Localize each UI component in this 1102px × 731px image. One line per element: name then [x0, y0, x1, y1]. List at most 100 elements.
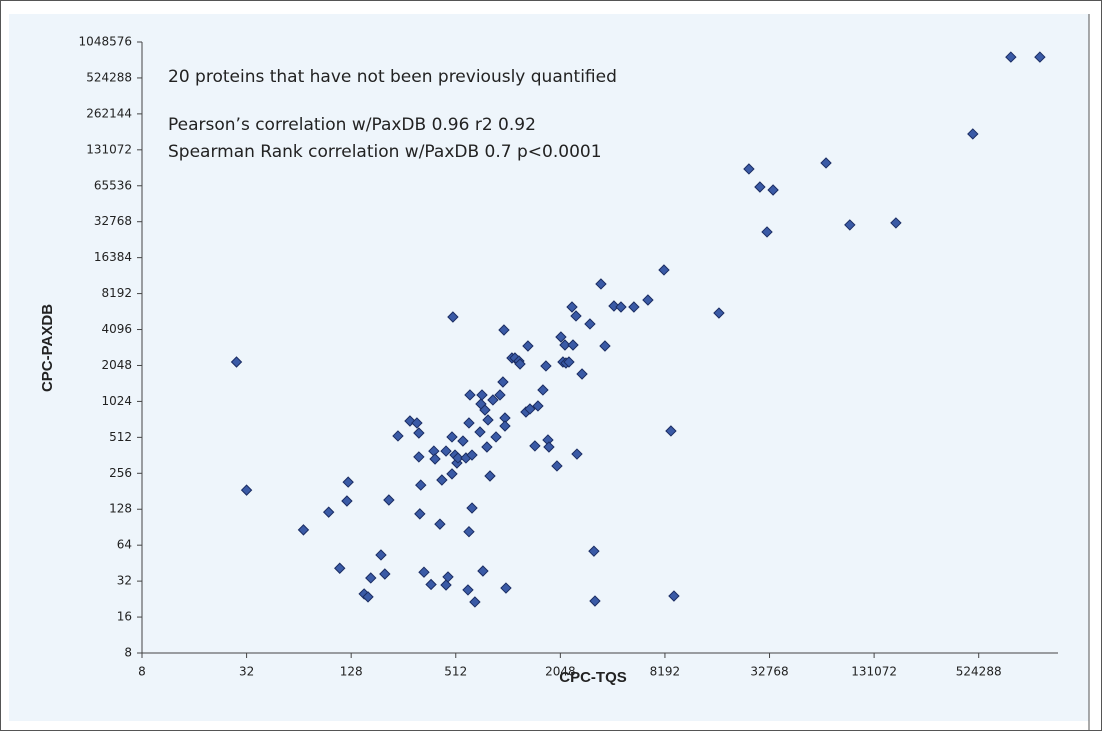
x-tick-label: 524288	[956, 665, 1002, 679]
point	[414, 508, 426, 520]
point	[462, 584, 474, 596]
point	[890, 217, 902, 229]
point	[615, 301, 627, 313]
y-tick-label: 65536	[94, 178, 132, 192]
point	[440, 579, 452, 591]
y-tick-label: 16	[117, 610, 132, 624]
point	[479, 404, 491, 416]
point	[463, 417, 475, 429]
point	[532, 400, 544, 412]
point	[463, 525, 475, 538]
point	[375, 549, 387, 561]
y-tick-label: 524288	[86, 70, 132, 84]
point	[754, 181, 766, 193]
point	[522, 340, 534, 352]
point	[490, 431, 502, 443]
point	[658, 264, 670, 276]
point	[713, 307, 725, 319]
point	[551, 460, 563, 472]
x-axis-label: CPC-TQS	[559, 669, 627, 686]
point	[447, 311, 459, 323]
point	[589, 595, 601, 607]
point	[487, 394, 499, 406]
point	[322, 506, 335, 518]
y-tick-label: 4096	[101, 322, 132, 336]
point	[452, 452, 464, 464]
point	[599, 340, 611, 352]
point	[446, 431, 458, 443]
point	[588, 545, 600, 557]
point	[415, 479, 427, 491]
point	[497, 376, 509, 388]
point	[230, 356, 243, 368]
point	[440, 445, 452, 457]
point	[494, 389, 506, 401]
y-tick-label: 64	[117, 538, 132, 552]
y-tick-label: 512	[109, 430, 132, 444]
y-tick-label: 8	[124, 646, 132, 660]
point	[464, 389, 476, 401]
point	[457, 435, 469, 447]
point	[571, 448, 583, 460]
point	[767, 184, 779, 196]
point	[383, 494, 395, 506]
point	[413, 451, 425, 463]
x-tick-label: 128	[340, 665, 363, 679]
point	[474, 426, 486, 438]
y-tick-label: 131072	[86, 142, 132, 156]
point	[240, 484, 253, 496]
point	[668, 590, 680, 602]
y-tick-label: 32	[117, 574, 132, 588]
point	[466, 502, 478, 514]
y-tick-label: 128	[109, 502, 132, 516]
point	[392, 430, 404, 442]
point	[529, 440, 541, 452]
point	[469, 596, 481, 608]
point	[608, 300, 620, 312]
x-tick-label: 8192	[650, 665, 681, 679]
point	[555, 331, 567, 343]
y-axis-label: CPC-PAXDB	[39, 304, 56, 392]
y-tick-label: 1048576	[79, 35, 132, 49]
point	[341, 495, 353, 507]
point	[362, 591, 374, 603]
point	[540, 360, 552, 372]
point	[297, 524, 310, 536]
point	[379, 568, 391, 580]
point	[563, 356, 575, 368]
point	[1034, 51, 1046, 63]
point	[466, 449, 478, 461]
y-tick-label: 1024	[101, 394, 132, 408]
point	[595, 278, 607, 290]
point	[404, 415, 416, 427]
point	[570, 310, 582, 322]
point	[334, 562, 346, 574]
x-tick-label: 131072	[851, 665, 897, 679]
y-tick-label: 16384	[94, 250, 132, 264]
point	[476, 389, 488, 401]
point	[436, 474, 448, 486]
point	[576, 368, 588, 380]
point	[761, 226, 773, 238]
point	[434, 518, 446, 530]
point	[499, 420, 511, 432]
x-tick-label: 8	[138, 665, 146, 679]
point	[820, 157, 832, 169]
point	[514, 358, 526, 370]
point	[442, 571, 454, 583]
y-tick-label: 256	[109, 466, 132, 480]
x-tick-label: 2048	[545, 665, 576, 679]
point	[559, 339, 571, 351]
point	[477, 565, 489, 577]
x-tick-label: 32	[239, 665, 254, 679]
annotation: Spearman Rank correlation w/PaxDB 0.7 p<…	[168, 142, 602, 162]
point	[498, 324, 510, 336]
point	[484, 470, 496, 482]
point	[567, 339, 579, 351]
point	[537, 384, 549, 396]
x-tick-label: 32768	[750, 665, 788, 679]
point	[500, 582, 512, 594]
point	[429, 453, 441, 465]
point	[481, 441, 493, 453]
point	[524, 403, 536, 415]
